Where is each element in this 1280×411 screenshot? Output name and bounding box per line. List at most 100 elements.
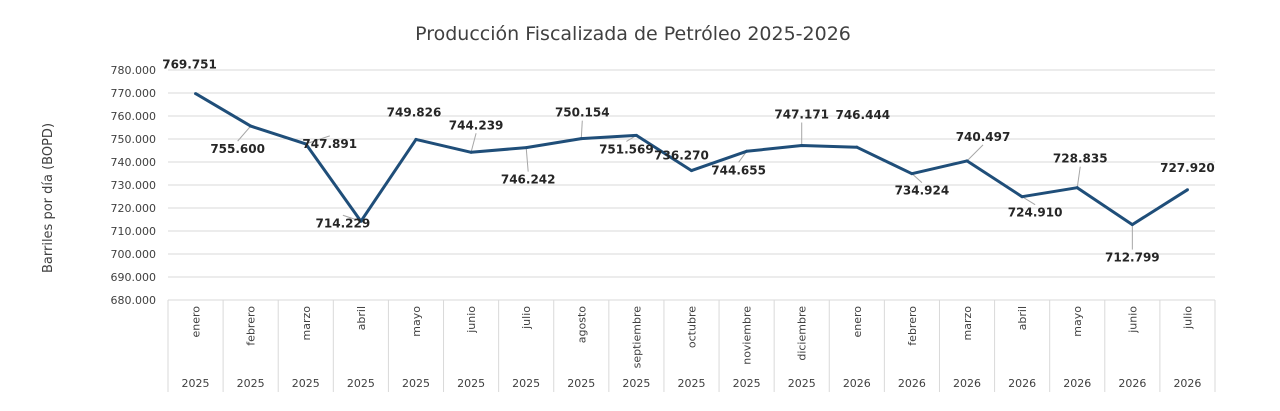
data-label-leader <box>1021 196 1036 206</box>
data-label-leader <box>342 214 362 222</box>
x-tick-label-month: mayo <box>1071 306 1084 337</box>
data-point <box>359 219 363 223</box>
data-point <box>745 149 749 153</box>
x-tick-label-month: julio <box>520 306 533 330</box>
x-tick-label-year: 2026 <box>843 377 871 390</box>
data-label: 751.569 <box>599 142 654 156</box>
x-tick-label-month: noviembre <box>741 306 754 365</box>
data-label: 755.600 <box>210 142 265 156</box>
x-tick-label-month: febrero <box>906 306 919 346</box>
data-label: 747.891 <box>302 137 357 151</box>
x-tick-label-year: 2026 <box>898 377 926 390</box>
x-tick-label-month: enero <box>851 306 864 338</box>
x-tick-label-year: 2026 <box>1008 377 1036 390</box>
y-axis-title: Barriles por día (BOPD) <box>41 123 56 273</box>
data-label-leader <box>1076 166 1081 188</box>
x-tick-label-year: 2025 <box>182 377 210 390</box>
x-tick-label-month: junio <box>1126 306 1139 334</box>
data-label-leader <box>580 120 583 139</box>
data-label: 728.835 <box>1053 152 1108 166</box>
data-point <box>1020 195 1024 199</box>
x-tick-label-year: 2026 <box>1173 377 1201 390</box>
y-tick-label: 780.000 <box>111 64 157 77</box>
data-label: 746.444 <box>835 108 890 122</box>
data-label: 749.826 <box>387 105 442 119</box>
data-label: 736.270 <box>654 149 709 163</box>
data-label: 769.751 <box>162 58 217 72</box>
series-line <box>194 92 1189 227</box>
x-tick-label-month: octubre <box>686 306 699 348</box>
x-tick-label-year: 2025 <box>567 377 595 390</box>
data-point <box>634 133 638 137</box>
x-axis-categories: enero 2025 febrero 2025 marzo 2025 abril 2025 ma… <box>167 300 1216 392</box>
y-tick-label: 760.000 <box>111 110 157 123</box>
data-point <box>249 124 253 128</box>
x-tick-label-month: mayo <box>410 306 423 337</box>
x-tick-label-month: abril <box>1016 306 1029 330</box>
x-tick-label-year: 2025 <box>402 377 430 390</box>
data-label-leader <box>911 173 923 184</box>
x-tick-label-year: 2026 <box>1063 377 1091 390</box>
x-tick-label-year: 2025 <box>622 377 650 390</box>
y-tick-label: 690.000 <box>111 271 157 284</box>
data-label-leader <box>525 147 529 172</box>
x-tick-label-month: julio <box>1181 306 1194 330</box>
data-label: 727.920 <box>1160 161 1215 175</box>
x-tick-label-year: 2025 <box>788 377 816 390</box>
x-tick-label-year: 2026 <box>1118 377 1146 390</box>
x-tick-label-year: 2026 <box>953 377 981 390</box>
x-tick-label-year: 2025 <box>678 377 706 390</box>
x-tick-label-month: marzo <box>300 306 313 341</box>
data-label-leader <box>305 135 330 145</box>
y-tick-label: 770.000 <box>111 87 157 100</box>
x-tick-label-year: 2025 <box>512 377 540 390</box>
x-tick-label-month: diciembre <box>796 306 809 361</box>
x-tick-label-month: abril <box>355 306 368 330</box>
x-tick-label-month: junio <box>465 306 478 334</box>
data-point <box>414 137 418 141</box>
data-label: 740.497 <box>956 130 1011 144</box>
x-tick-label-month: agosto <box>575 306 588 343</box>
data-point <box>965 159 969 163</box>
data-point <box>579 137 583 141</box>
data-point <box>469 150 473 154</box>
data-label: 734.924 <box>895 184 950 198</box>
y-tick-label: 750.000 <box>111 133 157 146</box>
data-point <box>855 145 859 149</box>
data-label: 714.229 <box>316 216 371 230</box>
data-labels: 769.751 755.600 747.891 714.229 749.826 744.2… <box>162 58 1215 265</box>
y-tick-label: 740.000 <box>111 156 157 169</box>
gridlines <box>168 69 1215 301</box>
x-tick-label-year: 2025 <box>457 377 485 390</box>
data-point <box>1075 186 1079 190</box>
data-label: 750.154 <box>555 106 610 120</box>
y-tick-label: 730.000 <box>111 179 157 192</box>
data-label: 744.655 <box>711 163 766 177</box>
data-point <box>800 144 804 148</box>
data-point <box>690 169 693 173</box>
y-tick-label: 720.000 <box>111 202 157 215</box>
y-tick-labels: 680.000 690.000 700.000 710.000 720.000 730.0… <box>111 64 157 307</box>
data-point <box>524 146 528 150</box>
data-point <box>910 172 914 176</box>
data-label: 744.239 <box>449 118 504 132</box>
data-point <box>1130 223 1134 227</box>
x-tick-label-month: enero <box>190 306 203 338</box>
x-tick-label-year: 2025 <box>292 377 320 390</box>
x-tick-label-year: 2025 <box>237 377 265 390</box>
y-tick-label: 710.000 <box>111 225 157 238</box>
x-tick-label-month: septiembre <box>630 306 643 369</box>
data-label: 712.799 <box>1105 251 1160 265</box>
data-label-leader <box>237 125 252 142</box>
x-tick-label-month: febrero <box>245 306 258 346</box>
data-point <box>1185 188 1189 192</box>
data-label: 724.910 <box>1008 206 1063 220</box>
y-tick-label: 700.000 <box>111 248 157 261</box>
data-point <box>194 92 198 96</box>
y-tick-label: 680.000 <box>111 294 157 307</box>
data-label: 746.242 <box>501 173 556 187</box>
data-label-leader <box>470 133 477 153</box>
data-label-leader <box>966 144 984 162</box>
